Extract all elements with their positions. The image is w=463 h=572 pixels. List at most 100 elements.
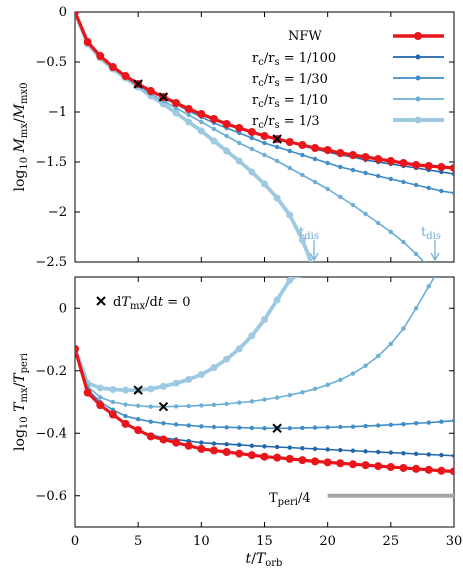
bottom-point-nfw xyxy=(361,461,370,470)
top-point-rc-rs-1-100 xyxy=(439,169,444,175)
bottom-point-rc-rs-1-100 xyxy=(274,444,280,450)
bottom-point-nfw xyxy=(374,462,383,471)
top-point-nfw xyxy=(172,99,181,107)
bottom-point-rc-rs-1-3 xyxy=(286,277,294,284)
top-point-rc-rs-1-3 xyxy=(185,118,193,126)
top-point-rc-rs-1-30 xyxy=(350,167,356,173)
top-point-nfw xyxy=(260,132,269,140)
bottom-point-nfw xyxy=(336,459,345,468)
bottom-point-nfw xyxy=(146,432,155,441)
top-point-rc-rs-1-30 xyxy=(451,190,454,196)
top-point-nfw xyxy=(108,63,117,71)
bottom-point-nfw xyxy=(197,444,206,453)
top-point-rc-rs-1-30 xyxy=(363,170,368,176)
legend-item-rc30: rc/rs = 1/30 xyxy=(252,72,444,89)
top-y-tick-label: −0.5 xyxy=(35,55,67,70)
bottom-point-nfw xyxy=(209,446,218,455)
tdis-label-2: tdis xyxy=(421,225,441,242)
bottom-point-nfw xyxy=(311,457,320,466)
top-point-nfw xyxy=(298,141,307,149)
top-point-rc-rs-1-3 xyxy=(235,157,243,165)
bottom-point-rc-rs-1-100 xyxy=(300,446,305,451)
bottom-point-nfw xyxy=(399,463,408,472)
bottom-point-rc-rs-1-100 xyxy=(388,450,394,455)
marker-legend: dTmx/dt = 0 xyxy=(96,295,191,312)
bottom-point-nfw xyxy=(108,410,117,419)
top-point-nfw xyxy=(209,115,218,123)
top-point-rc-rs-1-3 xyxy=(210,137,218,145)
bottom-point-rc-rs-1-100 xyxy=(439,452,444,458)
top-point-rc-rs-1-10 xyxy=(413,251,419,257)
bottom-y-axis-label: log10 Tmx/Tperi xyxy=(12,353,30,451)
bottom-point-rc-rs-1-30 xyxy=(401,421,406,427)
bottom-point-nfw xyxy=(348,460,357,469)
bottom-point-rc-rs-1-30 xyxy=(376,423,381,428)
legend-item-rc3: rc/rs = 1/3 xyxy=(252,114,444,131)
top-point-nfw xyxy=(348,151,357,159)
bottom-point-rc-rs-1-10 xyxy=(237,400,242,405)
bottom-point-nfw xyxy=(159,435,168,444)
bottom-plot-frame xyxy=(74,276,455,528)
bottom-series-line-rc-rs-1-10 xyxy=(75,277,436,408)
bottom-point-rc-rs-1-30 xyxy=(426,420,431,425)
top-point-nfw xyxy=(386,157,395,165)
top-point-rc-rs-1-30 xyxy=(287,148,292,154)
tperi-reference: Tperi/4 xyxy=(269,491,454,508)
bottom-point-rc-rs-1-10 xyxy=(199,403,204,408)
bottom-point-rc-rs-1-30 xyxy=(451,418,454,423)
top-point-nfw xyxy=(184,105,193,113)
legend-item-nfw: NFW xyxy=(288,29,444,44)
bottom-point-rc-rs-1-10 xyxy=(148,404,153,409)
bottom-point-rc-rs-1-10 xyxy=(312,386,318,392)
top-point-rc-rs-1-10 xyxy=(432,270,436,274)
top-series-rc-rs-1-10 xyxy=(75,12,436,274)
top-point-nfw xyxy=(336,149,345,157)
bottom-point-rc-rs-1-30 xyxy=(237,425,242,430)
bottom-point-rc-rs-1-3 xyxy=(96,384,104,392)
bottom-point-rc-rs-1-100 xyxy=(413,451,419,457)
bottom-point-rc-rs-1-100 xyxy=(376,449,381,455)
top-point-rc-rs-1-30 xyxy=(262,140,267,146)
bottom-y-tick-label: −0.4 xyxy=(35,426,67,441)
top-point-rc-rs-1-10 xyxy=(173,105,179,111)
bottom-point-rc-rs-1-30 xyxy=(300,425,305,431)
bottom-point-rc-rs-1-30 xyxy=(325,425,330,430)
bottom-point-rc-rs-1-3 xyxy=(122,386,130,394)
bottom-point-nfw xyxy=(424,465,433,474)
legend-marker-rc30 xyxy=(415,75,421,81)
bottom-point-rc-rs-1-100 xyxy=(363,449,368,454)
bottom-point-rc-rs-1-10 xyxy=(363,363,368,368)
legend-marker-nfw xyxy=(414,32,422,40)
top-point-nfw xyxy=(399,159,408,167)
top-point-rc-rs-1-10 xyxy=(376,220,381,226)
bottom-series-group xyxy=(75,277,454,476)
bottom-point-rc-rs-1-3 xyxy=(197,371,205,378)
top-point-rc-rs-1-3 xyxy=(248,168,256,176)
bottom-x-tick-label: 10 xyxy=(193,534,210,549)
top-point-nfw xyxy=(235,124,244,132)
bottom-point-rc-rs-1-10 xyxy=(426,284,431,289)
bottom-point-rc-rs-1-10 xyxy=(211,402,217,408)
bottom-point-rc-rs-1-10 xyxy=(338,377,343,383)
bottom-x-tick-label: 15 xyxy=(256,534,273,549)
bottom-point-rc-rs-1-100 xyxy=(262,444,267,449)
bottom-markers xyxy=(133,385,282,433)
bottom-point-rc-rs-1-100 xyxy=(312,446,318,452)
top-point-nfw xyxy=(424,162,433,170)
top-point-rc-rs-1-3 xyxy=(273,194,281,202)
bottom-point-rc-rs-1-3 xyxy=(172,379,180,387)
top-y-axis-label: log10 Mmx/Mmx0 xyxy=(12,82,30,191)
bottom-point-rc-rs-1-10 xyxy=(123,402,128,407)
bottom-point-rc-rs-1-10 xyxy=(135,403,141,408)
top-panel: 0 −0.5 −1 −1.5 −2 −2.5 tdis tdis NFW rc/rs = … xyxy=(12,5,455,274)
top-point-rc-rs-1-10 xyxy=(325,186,330,192)
bottom-point-rc-rs-1-30 xyxy=(186,423,191,428)
bottom-point-rc-rs-1-30 xyxy=(148,419,153,424)
bottom-series-line-rc-rs-1-3 xyxy=(75,277,299,393)
bottom-point-rc-rs-1-30 xyxy=(211,424,217,430)
bottom-point-rc-rs-1-10 xyxy=(186,403,191,409)
top-point-nfw xyxy=(75,12,79,16)
bottom-point-nfw xyxy=(75,344,79,353)
bottom-point-rc-rs-1-100 xyxy=(199,440,204,445)
top-point-rc-rs-1-10 xyxy=(388,229,394,235)
